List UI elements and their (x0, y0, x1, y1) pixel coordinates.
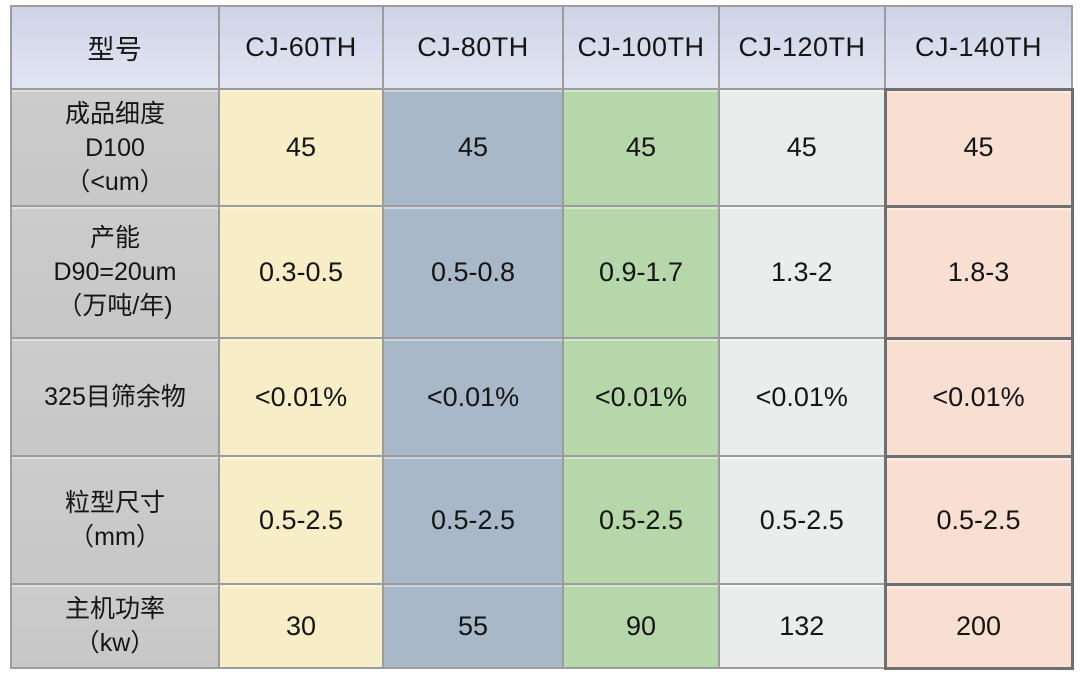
table-row-sieve-residue: 325目筛余物 <0.01% <0.01% <0.01% <0.01% <0.0… (10, 336, 1074, 458)
row-label-fineness: 成品细度 D100 （<um） (10, 88, 220, 207)
row-label-sieve-residue: 325目筛余物 (10, 337, 220, 457)
value-cell: 45 (562, 88, 720, 207)
value-cell: 1.3-2 (718, 205, 886, 339)
table-row-capacity: 产能 D90=20um （万吨/年) 0.3-0.5 0.5-0.8 0.9-1… (10, 204, 1074, 340)
value-cell: 90 (562, 583, 720, 669)
value-cell: <0.01% (562, 337, 720, 457)
value-cell: 0.5-0.8 (382, 205, 564, 339)
table-row-fineness: 成品细度 D100 （<um） 45 45 45 45 45 (10, 87, 1074, 208)
value-cell: 0.5-2.5 (718, 455, 886, 585)
header-cell-cj-60th: CJ-60TH (218, 5, 384, 90)
value-cell: 55 (382, 583, 564, 669)
value-cell: 132 (718, 583, 886, 669)
value-cell: 0.5-2.5 (382, 455, 564, 585)
value-cell: 0.9-1.7 (562, 205, 720, 339)
row-label-main-power: 主机功率 （kw） (10, 583, 220, 669)
value-cell: <0.01% (382, 337, 564, 457)
value-cell: 30 (218, 583, 384, 669)
header-row: 型号 CJ-60TH CJ-80TH CJ-100TH CJ-120TH CJ-… (10, 5, 1073, 90)
value-cell: 45 (718, 88, 886, 207)
value-cell: 45 (883, 87, 1074, 208)
value-cell: <0.01% (718, 337, 886, 457)
value-cell: 1.8-3 (883, 204, 1074, 340)
table-row-particle-size: 粒型尺寸 （mm） 0.5-2.5 0.5-2.5 0.5-2.5 0.5-2.… (10, 454, 1074, 586)
value-cell: 45 (382, 88, 564, 207)
value-cell: <0.01% (883, 336, 1074, 458)
model-spec-table: 型号 CJ-60TH CJ-80TH CJ-100TH CJ-120TH CJ-… (10, 5, 1074, 670)
header-cell-cj-120th: CJ-120TH (718, 5, 886, 90)
row-label-capacity: 产能 D90=20um （万吨/年) (10, 205, 220, 339)
header-cell-model: 型号 (10, 5, 220, 90)
value-cell: 0.5-2.5 (562, 455, 720, 585)
header-cell-cj-100th: CJ-100TH (562, 5, 720, 90)
value-cell: 0.3-0.5 (218, 205, 384, 339)
value-cell: 0.5-2.5 (883, 454, 1074, 586)
row-label-particle-size: 粒型尺寸 （mm） (10, 455, 220, 585)
header-cell-cj-140th: CJ-140TH (884, 5, 1073, 90)
value-cell: 45 (218, 88, 384, 207)
header-cell-cj-80th: CJ-80TH (382, 5, 564, 90)
table-row-main-power: 主机功率 （kw） 30 55 90 132 200 (10, 582, 1074, 670)
value-cell: 0.5-2.5 (218, 455, 384, 585)
value-cell: <0.01% (218, 337, 384, 457)
value-cell: 200 (883, 582, 1074, 670)
